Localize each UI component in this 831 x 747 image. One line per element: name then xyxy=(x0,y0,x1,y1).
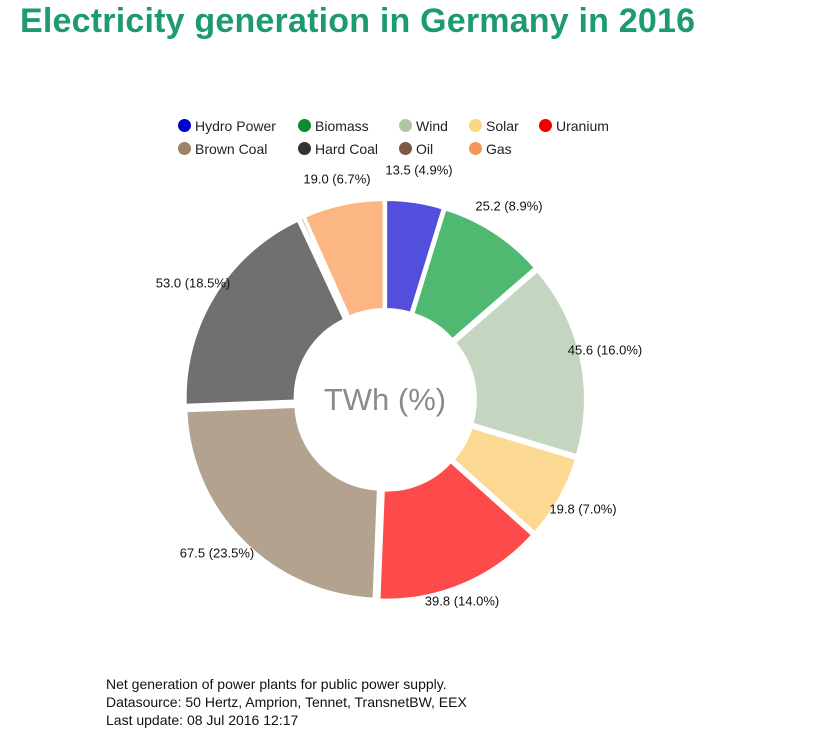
data-label-hydro-power: 13.5 (4.9%) xyxy=(385,162,452,177)
legend-row-2: Brown Coal Hard Coal Oil Gas xyxy=(178,137,638,160)
slice-hydro-power[interactable] xyxy=(384,198,445,315)
footer-note: Net generation of power plants for publi… xyxy=(106,676,447,692)
slice-biomass[interactable] xyxy=(411,207,537,342)
page-title: Electricity generation in Germany in 201… xyxy=(20,2,696,40)
legend-item-biomass[interactable]: Biomass xyxy=(298,118,399,134)
legend-label: Solar xyxy=(486,117,519,134)
donut-chart: 13.5 (4.9%) 25.2 (8.9%) 45.6 (16.0%) 19.8 (… xyxy=(156,162,642,608)
data-label-uranium: 39.8 (14.0%) xyxy=(425,593,499,608)
data-label-hard-coal: 53.0 (18.5%) xyxy=(156,275,230,290)
legend-label: Gas xyxy=(486,140,512,157)
legend-label: Oil xyxy=(416,140,434,157)
slice-gas[interactable] xyxy=(302,198,386,319)
legend-swatch-icon xyxy=(298,119,311,132)
chart-legend: Hydro Power Biomass Wind Solar Uranium B… xyxy=(178,114,638,160)
legend-swatch-icon xyxy=(178,142,191,155)
legend-label: Uranium xyxy=(556,117,609,134)
chart-footer: Net generation of power plants for publi… xyxy=(106,675,467,729)
slice-hard-coal[interactable] xyxy=(183,218,347,407)
slice-solar[interactable] xyxy=(451,425,579,535)
data-label-biomass: 25.2 (8.9%) xyxy=(475,198,542,213)
legend-label: Hard Coal xyxy=(315,140,379,157)
data-label-gas: 19.0 (6.7%) xyxy=(303,171,370,186)
legend-swatch-icon xyxy=(469,119,482,132)
legend-item-hydro-power[interactable]: Hydro Power xyxy=(178,118,298,134)
legend-item-wind[interactable]: Wind xyxy=(399,118,469,134)
legend-label: Brown Coal xyxy=(195,140,268,157)
center-label: TWh (%) xyxy=(324,382,446,417)
legend-swatch-icon xyxy=(399,119,412,132)
legend-item-gas[interactable]: Gas xyxy=(469,141,539,157)
legend-row-1: Hydro Power Biomass Wind Solar Uranium xyxy=(178,114,638,137)
legend-label: Biomass xyxy=(315,117,369,134)
legend-swatch-icon xyxy=(469,142,482,155)
legend-swatch-icon xyxy=(539,119,552,132)
footer-last-update: Last update: 08 Jul 2016 12:17 xyxy=(106,712,299,728)
legend-item-hard-coal[interactable]: Hard Coal xyxy=(298,141,399,157)
slice-uranium[interactable] xyxy=(377,460,535,602)
legend-item-oil[interactable]: Oil xyxy=(399,141,469,157)
data-label-wind: 45.6 (16.0%) xyxy=(568,342,642,357)
legend-swatch-icon xyxy=(178,119,191,132)
legend-item-brown-coal[interactable]: Brown Coal xyxy=(178,141,298,157)
legend-item-solar[interactable]: Solar xyxy=(469,118,539,134)
legend-label: Wind xyxy=(416,117,448,134)
legend-item-uranium[interactable]: Uranium xyxy=(539,118,609,134)
legend-label: Hydro Power xyxy=(195,117,276,134)
legend-swatch-icon xyxy=(298,142,311,155)
data-label-brown-coal: 67.5 (23.5%) xyxy=(180,545,254,560)
footer-datasource: Datasource: 50 Hertz, Amprion, Tennet, T… xyxy=(106,694,467,710)
legend-swatch-icon xyxy=(399,142,412,155)
data-label-solar: 19.8 (7.0%) xyxy=(549,501,616,516)
slice-wind[interactable] xyxy=(452,269,587,458)
slice-brown-coal[interactable] xyxy=(184,405,380,601)
